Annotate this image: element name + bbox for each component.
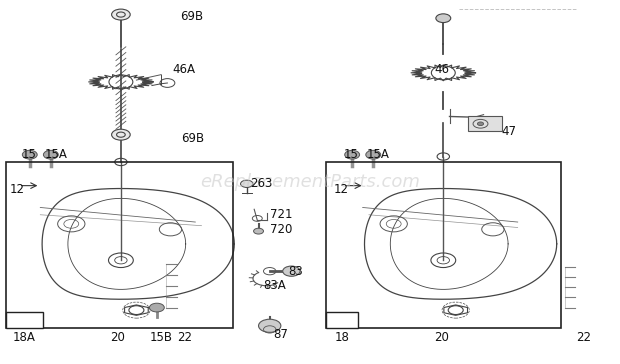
FancyBboxPatch shape: [326, 312, 358, 328]
Circle shape: [366, 150, 381, 159]
Circle shape: [477, 122, 484, 126]
Text: 46A: 46A: [172, 63, 195, 76]
Circle shape: [259, 319, 281, 332]
Text: eReplacementParts.com: eReplacementParts.com: [200, 173, 420, 191]
Circle shape: [22, 150, 37, 159]
Circle shape: [436, 14, 451, 23]
Circle shape: [283, 266, 300, 276]
Text: 83A: 83A: [264, 279, 286, 292]
Circle shape: [345, 150, 360, 159]
Circle shape: [149, 303, 164, 312]
Text: 20: 20: [434, 331, 449, 344]
Circle shape: [43, 150, 58, 159]
Circle shape: [254, 228, 264, 234]
Text: 83: 83: [288, 265, 303, 278]
Circle shape: [241, 180, 253, 187]
Text: 87: 87: [273, 328, 288, 341]
Text: 46: 46: [434, 63, 449, 76]
Text: 18: 18: [335, 331, 350, 344]
FancyBboxPatch shape: [468, 116, 502, 131]
Text: 18A: 18A: [12, 331, 35, 344]
Text: 15A: 15A: [45, 148, 68, 161]
Text: 263: 263: [250, 177, 272, 190]
Circle shape: [112, 129, 130, 140]
Text: 22: 22: [177, 331, 192, 344]
Text: 22: 22: [577, 331, 591, 344]
Text: 15B: 15B: [150, 331, 173, 344]
Text: 69B: 69B: [181, 132, 204, 145]
Text: 720: 720: [270, 223, 292, 236]
Text: 47: 47: [501, 124, 516, 138]
Text: 69B: 69B: [180, 10, 203, 23]
Text: 15A: 15A: [367, 148, 390, 161]
Circle shape: [112, 9, 130, 20]
Text: 12: 12: [9, 183, 24, 196]
FancyBboxPatch shape: [6, 312, 43, 328]
Text: 12: 12: [334, 183, 348, 196]
Text: 15: 15: [344, 148, 359, 161]
Text: 20: 20: [110, 331, 125, 344]
Text: 721: 721: [270, 208, 292, 221]
Text: 15: 15: [22, 148, 37, 161]
